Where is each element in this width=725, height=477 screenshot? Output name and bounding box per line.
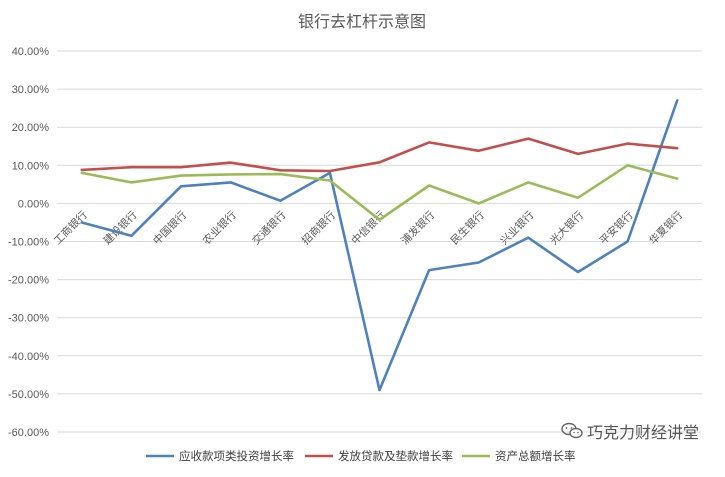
series-line-3 <box>80 164 679 222</box>
y-tick-label: -20.00% <box>8 275 49 287</box>
y-tick-label: -30.00% <box>8 313 49 325</box>
chart-title: 银行去杠杆示意图 <box>298 12 426 31</box>
legend-label-1: 应收款项类投资增长率 <box>179 449 294 463</box>
y-tick-label: -10.00% <box>8 237 49 249</box>
watermark-text: 巧克力财经讲堂 <box>586 423 699 442</box>
y-tick-label: 40.00% <box>12 46 50 58</box>
series-line-2 <box>80 137 679 173</box>
legend-label-3: 资产总额增长率 <box>495 449 576 463</box>
y-tick-label: -60.00% <box>8 427 49 439</box>
y-tick-label: 20.00% <box>12 122 50 134</box>
y-tick-label: 10.00% <box>12 160 50 172</box>
y-tick-label: 0.00% <box>18 198 49 210</box>
wechat-icon <box>561 422 583 439</box>
y-tick-label: -40.00% <box>8 351 49 363</box>
y-tick-label: -50.00% <box>8 389 49 401</box>
legend-label-2: 发放贷款及垫款增长率 <box>338 449 453 463</box>
watermark: 巧克力财经讲堂 <box>561 419 699 443</box>
y-tick-label: 30.00% <box>12 84 50 96</box>
series-line-1 <box>80 99 679 392</box>
